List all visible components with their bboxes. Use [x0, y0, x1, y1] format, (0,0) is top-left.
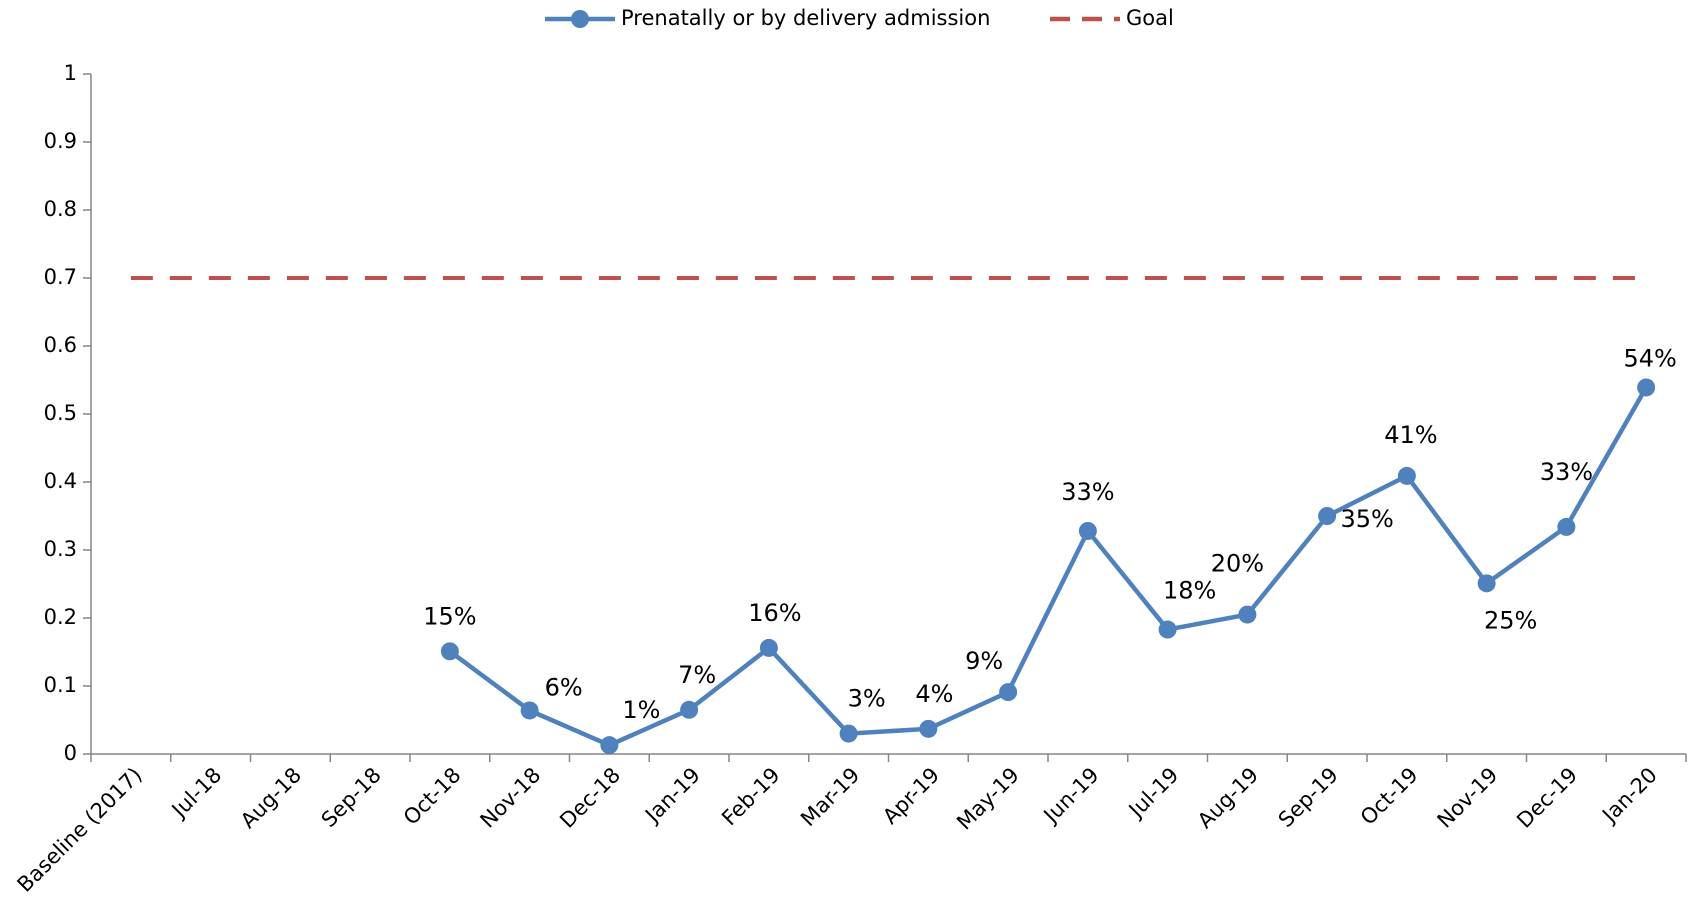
data-label: 3% [848, 685, 886, 713]
x-tick-label: Feb-19 [717, 763, 785, 831]
y-tick-label: 0.3 [44, 537, 77, 561]
data-label: 41% [1384, 421, 1437, 449]
data-label: 35% [1340, 505, 1393, 533]
y-tick-label: 0.8 [44, 197, 77, 221]
data-label: 18% [1163, 577, 1216, 605]
x-tick-label: Aug-19 [1193, 763, 1263, 833]
x-tick-label: Dec-19 [1512, 763, 1582, 833]
x-tick-label: Jan-20 [1596, 763, 1662, 829]
data-label: 16% [748, 599, 801, 627]
y-tick-label: 0.2 [44, 605, 77, 629]
y-tick-label: 0 [64, 741, 77, 765]
point [1158, 620, 1177, 639]
x-tick-label: Oct-19 [1356, 763, 1423, 830]
x-tick-label: Mar-19 [796, 763, 864, 831]
y-tick-label: 0.1 [44, 673, 77, 697]
legend-marker [571, 10, 589, 28]
point [1078, 521, 1097, 540]
point [999, 683, 1018, 702]
x-tick-label: Oct-18 [399, 763, 466, 830]
x-tick-label: Jun-19 [1038, 763, 1104, 829]
y-tick-label: 0.5 [44, 401, 77, 425]
legend-label: Prenatally or by delivery admission [621, 6, 990, 30]
point [440, 642, 459, 661]
data-label: 33% [1061, 478, 1114, 506]
point [839, 724, 858, 743]
point [680, 700, 699, 719]
data-label: 20% [1211, 550, 1264, 578]
legend-label: Goal [1126, 6, 1174, 30]
x-tick-label: Jul-19 [1123, 763, 1184, 824]
data-label: 33% [1540, 458, 1593, 486]
data-label: 6% [545, 673, 583, 701]
y-tick-label: 0.4 [44, 469, 77, 493]
x-tick-label: Nov-18 [476, 763, 546, 833]
data-label: 1% [622, 696, 660, 724]
point [600, 736, 619, 755]
point [1557, 517, 1576, 536]
x-tick-label: Sep-18 [317, 763, 386, 832]
y-tick-label: 0.7 [44, 265, 77, 289]
x-tick-label: Dec-18 [555, 763, 625, 833]
point [1637, 378, 1656, 397]
x-tick-label: May-19 [952, 763, 1024, 835]
x-tick-label: Jul-18 [166, 763, 227, 824]
point [1397, 466, 1416, 485]
x-tick-label: Jan-19 [639, 763, 705, 829]
data-label: 9% [965, 647, 1003, 675]
point [1238, 605, 1257, 624]
data-label: 15% [423, 602, 476, 630]
data-label: 4% [915, 680, 953, 708]
y-tick-label: 0.9 [44, 129, 77, 153]
x-tick-label: Baseline (2017) [13, 763, 147, 897]
data-label: 54% [1623, 344, 1676, 372]
data-label: 25% [1484, 606, 1537, 634]
point [1318, 507, 1337, 525]
x-tick-label: Sep-19 [1274, 763, 1343, 832]
series-line [448, 386, 1649, 748]
x-tick-label: Nov-19 [1433, 763, 1503, 833]
point [759, 638, 778, 657]
x-tick-label: Apr-19 [878, 763, 944, 829]
point [520, 701, 539, 720]
y-tick-label: 1 [64, 61, 77, 85]
point [1477, 574, 1496, 593]
x-tick-label: Aug-18 [236, 763, 306, 833]
data-label: 7% [678, 661, 716, 689]
point [919, 719, 938, 738]
y-tick-label: 0.6 [44, 333, 77, 357]
